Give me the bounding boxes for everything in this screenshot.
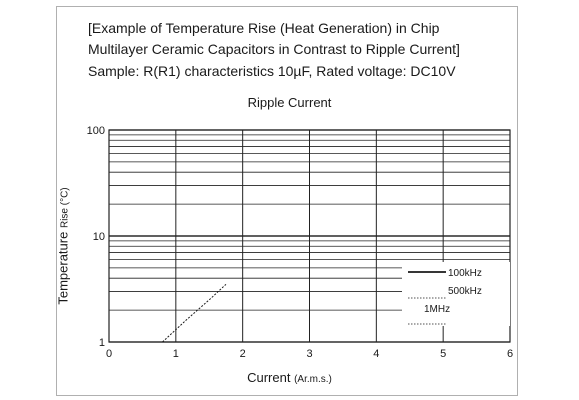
legend-label: 100kHz [448,268,482,279]
y-tick-label: 1 [99,337,105,349]
x-tick-label: 2 [240,348,246,360]
chart-title-line-2: Multilayer Ceramic Capacitors in Contras… [88,41,460,57]
x-tick-label: 5 [440,348,446,360]
x-tick-label: 1 [173,348,179,360]
x-axis-label: Current [247,370,291,385]
chart-title-line-1: [Example of Temperature Rise (Heat Gener… [88,20,440,36]
x-tick-label: 6 [507,348,513,360]
plot-border [108,129,511,343]
legend-label: 500kHz [448,286,482,297]
x-axis-title: Current (Ar.m.s.) [0,370,579,385]
x-tick-label: 0 [106,348,112,360]
x-tick-label: 3 [306,348,312,360]
chart-title-line-3: Sample: R(R1) characteristics 10µF, Rate… [88,63,456,79]
legend-label: 1MHz [424,304,450,315]
x-axis-unit: (Ar.m.s.) [294,374,332,385]
y-tick-label: 10 [93,231,105,243]
chart-subtitle: Ripple Current [247,95,332,110]
y-tick-label: 100 [87,125,105,137]
series-line [162,283,227,343]
x-tick-label: 4 [373,348,379,360]
